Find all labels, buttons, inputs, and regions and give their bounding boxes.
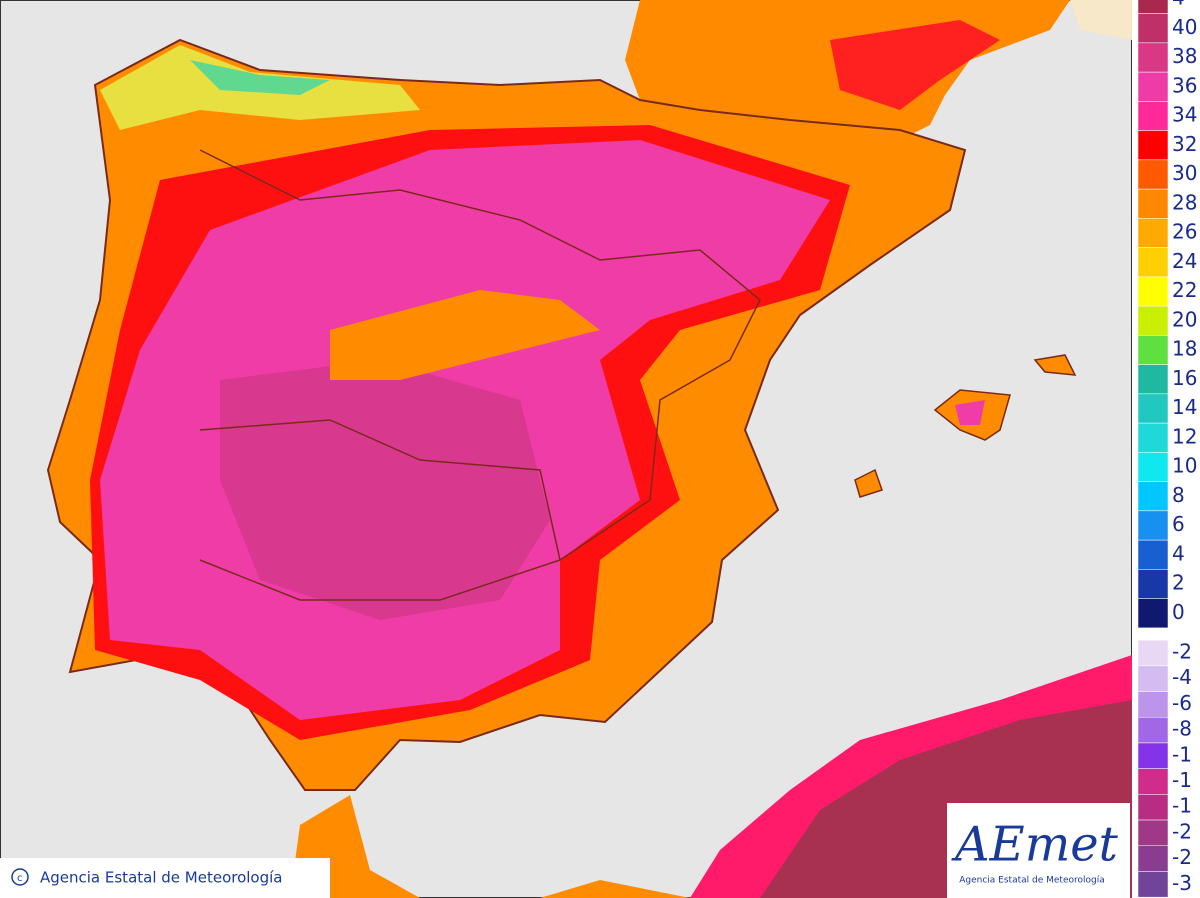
legend-swatch (1137, 188, 1169, 219)
legend-label: 34 (1172, 103, 1197, 127)
legend-label: -1 (1172, 768, 1192, 792)
legend-label: 10 (1172, 454, 1197, 478)
legend-label: -6 (1172, 691, 1192, 715)
central-range (330, 290, 600, 380)
legend-label: -4 (1172, 665, 1192, 689)
copyright-c: c (17, 873, 23, 884)
legend-label: 32 (1172, 132, 1197, 156)
credit-box (0, 858, 330, 898)
legend-label: 30 (1172, 161, 1197, 185)
ibiza (854, 468, 883, 498)
menorca (1033, 354, 1077, 376)
legend-label: 2 (1172, 571, 1185, 595)
mountains-cool (190, 60, 330, 95)
legend-swatch (1137, 539, 1169, 570)
legend-swatch (1137, 717, 1169, 744)
legend-label: -2 (1172, 819, 1192, 843)
africa-coast (540, 880, 690, 898)
legend-swatch (1137, 845, 1169, 872)
logo-name: AEmet (951, 817, 1119, 873)
legend-swatch (1137, 794, 1169, 821)
legend-label: 36 (1172, 73, 1197, 97)
legend-swatch (1137, 0, 1169, 14)
legend-label: 40 (1172, 15, 1197, 39)
legend-swatch (1137, 218, 1169, 248)
credit-text: Agencia Estatal de Meteorología (40, 869, 282, 887)
legend-label: 0 (1172, 600, 1185, 624)
legend-label: 12 (1172, 424, 1197, 448)
legend-label: 14 (1172, 395, 1197, 419)
legend-swatch (1137, 510, 1169, 541)
legend-label: -1 (1172, 794, 1192, 818)
legend-label: 28 (1172, 190, 1197, 214)
legend-label: 4 (1172, 0, 1185, 10)
borders (199, 149, 761, 561)
legend-swatch (1137, 742, 1169, 769)
land-edge (1070, 0, 1132, 40)
legend-label: 18 (1172, 337, 1197, 361)
legend-label: 24 (1172, 249, 1197, 273)
legend-label: -2 (1172, 640, 1192, 664)
legend-label: -1 (1172, 742, 1192, 766)
interior-core (220, 360, 550, 620)
legend-swatch (1137, 364, 1169, 395)
legend-swatch (1137, 639, 1169, 667)
legend-label: 20 (1172, 307, 1197, 331)
legend-label: 26 (1172, 220, 1197, 244)
legend-swatch (1137, 393, 1169, 424)
legend-swatch (1137, 819, 1169, 846)
copyright-icon (11, 868, 29, 886)
legend-swatch (1137, 768, 1169, 795)
legend-swatch (1137, 276, 1169, 307)
legend-label: 8 (1172, 483, 1185, 507)
legend-swatch (1137, 13, 1169, 44)
legend-swatch (1137, 42, 1169, 73)
legend-swatch (1137, 871, 1169, 898)
legend-swatch (1137, 452, 1169, 482)
legend-label: 38 (1172, 44, 1197, 68)
legend-swatch (1137, 598, 1169, 629)
legend-swatch (1137, 335, 1169, 365)
legend-label: -2 (1172, 845, 1192, 869)
legend-swatch (1137, 247, 1169, 278)
legend-swatch (1137, 422, 1169, 453)
legend-label: -3 (1172, 871, 1192, 895)
legend-swatch (1137, 71, 1169, 102)
legend-swatch (1137, 691, 1169, 718)
legend-swatch (1137, 569, 1169, 599)
logo-box (947, 803, 1130, 898)
legend-swatch (1137, 130, 1169, 161)
legend-label: 4 (1172, 541, 1185, 565)
legend-swatch (1137, 159, 1169, 190)
france-hot (830, 20, 1000, 110)
legend-label: 16 (1172, 366, 1197, 390)
legend-label: -8 (1172, 717, 1192, 741)
borders (199, 419, 561, 601)
legend-swatch (1137, 481, 1169, 512)
mallorca-hot (955, 400, 985, 425)
legend-swatch (1137, 665, 1169, 692)
legend-swatch (1137, 305, 1169, 336)
legend-swatch (1137, 101, 1169, 131)
logo-subtitle: Agencia Estatal de Meteorología (959, 876, 1105, 886)
legend-label: 22 (1172, 278, 1197, 302)
legend-label: 6 (1172, 512, 1185, 536)
